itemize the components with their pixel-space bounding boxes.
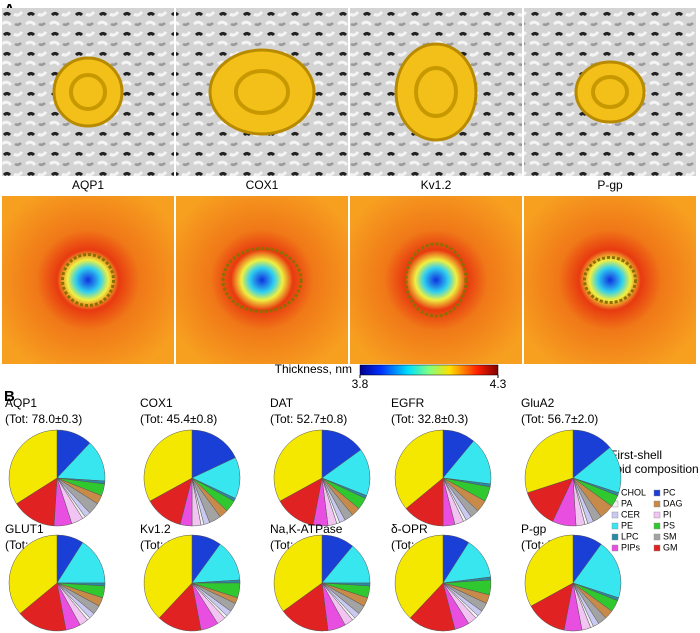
protein-detail (69, 73, 107, 111)
pie-slice (56, 542, 106, 584)
legend-swatch (653, 544, 661, 552)
protein-label: AQP1 (72, 178, 104, 192)
panel-label: B (4, 388, 15, 405)
pie-title: EGFR (391, 396, 425, 410)
pie-subtitle: (Tot: 56.7±2.0) (521, 412, 598, 426)
protein-outline (583, 256, 637, 304)
pie-title: Kv1.2 (140, 522, 171, 536)
protein-detail (591, 75, 629, 109)
pie-subtitle: (Tot: 45.4±0.8) (140, 412, 217, 426)
pie-slice (572, 543, 622, 599)
pie-slice (282, 582, 329, 632)
protein-detail (234, 69, 290, 115)
pie-slice (143, 534, 193, 619)
protein-label: Kv1.2 (421, 178, 452, 192)
thickness-map (524, 196, 696, 364)
protein-detail (414, 66, 458, 118)
colorbar-tick-label: 4.3 (490, 377, 507, 391)
pie-title: COX1 (140, 396, 173, 410)
legend-label: GM (663, 542, 678, 552)
pie-slice (394, 429, 444, 509)
pie-title: GluA2 (521, 396, 555, 410)
pie-title: AQP1 (5, 396, 37, 410)
protein-outline (404, 242, 468, 318)
legend-label: PI (663, 509, 672, 519)
pie-title: GLUT1 (5, 522, 44, 536)
legend-title: lipid composition (610, 462, 699, 476)
legend-label: PC (663, 487, 676, 497)
legend-swatch (653, 489, 661, 497)
protein-outline (221, 247, 303, 313)
pie-title: P-gp (521, 522, 547, 536)
legend-swatch (611, 522, 619, 530)
pie-slice (572, 447, 622, 494)
thickness-map (176, 196, 348, 364)
legend-label: PE (621, 520, 633, 530)
legend-label: PIPs (621, 542, 641, 552)
legend-swatch (653, 511, 661, 519)
pie-slice (442, 440, 492, 485)
protein-surface (208, 48, 316, 136)
pie-slice (8, 534, 58, 614)
protein-surface (52, 56, 124, 128)
legend-label: PA (621, 498, 632, 508)
legend-label: SM (663, 531, 677, 541)
legend-swatch (653, 533, 661, 541)
legend-label: LPC (621, 531, 639, 541)
colorbar (359, 364, 499, 376)
protein-label: P-gp (597, 178, 623, 192)
pie-title: DAT (270, 396, 294, 410)
legend-label: PS (663, 520, 675, 530)
pie-slice (394, 534, 444, 619)
pie-slice (273, 534, 323, 612)
legend-swatch (611, 544, 619, 552)
pie-title: Na,K-ATPase (270, 522, 343, 536)
pie-slice (19, 582, 67, 632)
legend-swatch (653, 522, 661, 530)
legend-swatch (653, 500, 661, 508)
pie-slice (409, 582, 456, 632)
protein-surface (574, 60, 646, 124)
thickness-map (350, 196, 522, 364)
pie-title: δ-OPR (391, 522, 428, 536)
legend-label: CHOL (621, 487, 646, 497)
thickness-map (2, 196, 174, 364)
legend-swatch (611, 533, 619, 541)
colorbar-title: Thickness, nm (275, 362, 352, 376)
legend-label: DAG (663, 498, 683, 508)
pie-slice (273, 429, 323, 502)
legend-swatch (611, 511, 619, 519)
pie-slice (321, 449, 371, 496)
pie-slice (143, 429, 193, 502)
protein-surface (394, 42, 478, 142)
pie-subtitle: (Tot: 52.7±0.8) (270, 412, 347, 426)
pie-slice (191, 429, 236, 479)
legend-label: CER (621, 509, 641, 519)
legend-title: First-shell (610, 448, 662, 462)
pie-slice (524, 534, 574, 607)
protein-outline (61, 253, 115, 307)
protein-label: COX1 (246, 178, 279, 192)
pie-subtitle: (Tot: 32.8±0.3) (391, 412, 468, 426)
pie-slice (8, 429, 58, 505)
colorbar-tick-label: 3.8 (352, 377, 369, 391)
pie-slice (524, 429, 574, 494)
pie-subtitle: (Tot: 78.0±0.3) (5, 412, 82, 426)
